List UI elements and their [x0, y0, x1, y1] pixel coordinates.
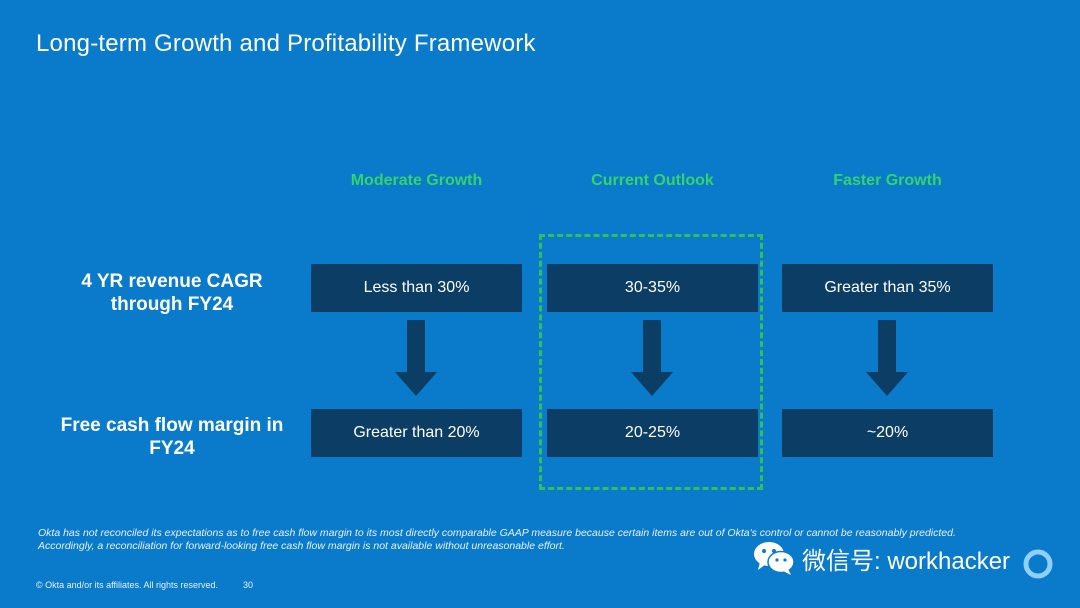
down-arrow-icon: [395, 320, 437, 396]
fcf-value-faster: ~20%: [866, 424, 909, 441]
slide-title: Long-term Growth and Profitability Frame…: [36, 30, 536, 57]
current-outlook-highlight: [539, 234, 763, 490]
okta-logo-icon: [1023, 549, 1053, 579]
revenue-box-moderate: Less than 30%: [311, 264, 522, 312]
down-arrow-icon: [866, 320, 908, 396]
fcf-value-moderate: Greater than 20%: [353, 424, 480, 441]
copyright-text: © Okta and/or its affiliates. All rights…: [36, 580, 219, 590]
revenue-box-current: 30-35%: [547, 264, 758, 312]
revenue-value-current: 30-35%: [624, 279, 681, 296]
row-label-fcf-margin: Free cash flow margin in FY24: [60, 415, 284, 459]
fcf-box-faster: ~20%: [782, 409, 993, 457]
row-label-revenue-cagr: 4 YR revenue CAGR through FY24: [81, 271, 263, 315]
down-arrow-icon: [631, 320, 673, 396]
fcf-box-moderate: Greater than 20%: [311, 409, 522, 457]
watermark: 微信号: workhacker: [752, 540, 1010, 576]
wechat-icon: [754, 542, 795, 575]
revenue-value-faster: Greater than 35%: [824, 279, 951, 296]
fcf-box-current: 20-25%: [547, 409, 758, 457]
column-header-moderate-growth: Moderate Growth: [350, 172, 483, 189]
fcf-value-current: 20-25%: [624, 424, 681, 441]
watermark-text: 微信号: workhacker: [802, 547, 1011, 575]
column-header-faster-growth: Faster Growth: [833, 172, 942, 189]
page-number: 30: [243, 580, 254, 590]
column-header-current-outlook: Current Outlook: [591, 172, 714, 189]
revenue-box-faster: Greater than 35%: [782, 264, 993, 312]
revenue-value-moderate: Less than 30%: [363, 279, 470, 296]
footnote: Okta has not reconciled its expectations…: [38, 527, 956, 552]
